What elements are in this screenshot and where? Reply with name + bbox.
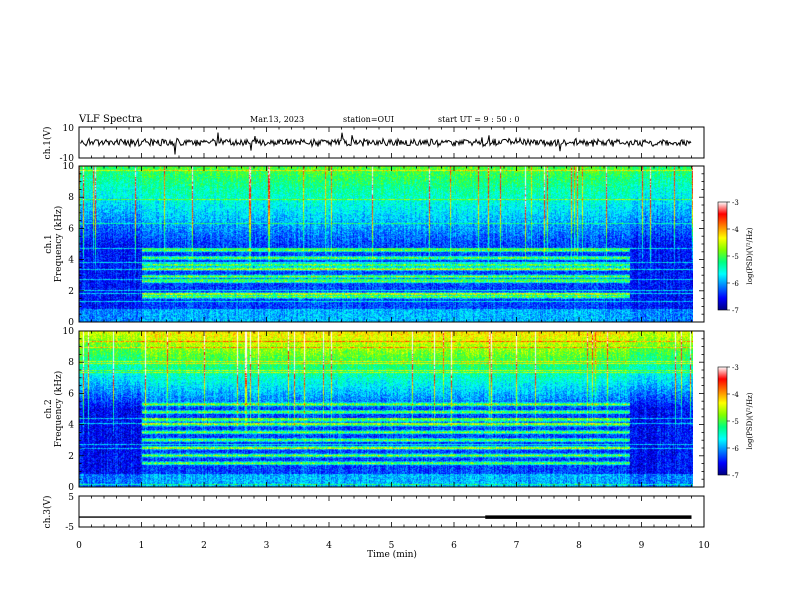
time-tick-label: 4 (326, 541, 332, 551)
colorbar-tick-label: -4 (732, 226, 739, 234)
ch1-waveform-xticks (78, 127, 705, 158)
ch1-colorbar: -3 -4 -5 -6 -7 log(PSD)(V²/Hz) (717, 199, 754, 315)
ch1-ylabel-channel: ch.1 (44, 234, 54, 253)
freq-tick-label: 8 (68, 358, 74, 368)
time-tick-label: 9 (639, 541, 645, 551)
ch2-colorbar-label: log(PSD)(V²/Hz) (746, 392, 754, 449)
date-label: Mar.13, 2023 (250, 115, 304, 124)
ch2-spectrogram-image (79, 331, 693, 487)
ch2-spectrogram-xticks (78, 331, 705, 487)
colorbar-tick-label: -7 (732, 472, 739, 480)
ch1-spectrogram-image (79, 166, 693, 322)
time-tick-label: 5 (389, 541, 395, 551)
freq-tick-label: 10 (63, 327, 75, 337)
time-tick-label: 0 (76, 541, 82, 551)
colorbar-tick-label: -7 (732, 307, 739, 315)
ch3-ytick-bottom: -5 (65, 523, 74, 533)
time-tick-label: 3 (264, 541, 270, 551)
freq-tick-label: 0 (68, 318, 74, 328)
colorbar-tick-label: -6 (732, 280, 739, 288)
colorbar-tick-label: -6 (732, 445, 739, 453)
time-axis-tick-labels: 0 1 2 3 4 5 6 7 8 9 10 (76, 541, 710, 551)
time-tick-label: 6 (451, 541, 457, 551)
freq-tick-label: 2 (68, 452, 74, 462)
time-tick-label: 8 (576, 541, 582, 551)
ch2-freq-yticks: 0 2 4 6 8 10 (63, 327, 704, 493)
colorbar-tick-label: -3 (732, 199, 739, 207)
figure-title: VLF Spectra (78, 114, 143, 125)
colorbar-tick-label: -3 (732, 364, 739, 372)
ch1-waveform-panel: 10 -10 ch.1(V) (42, 124, 705, 164)
time-tick-label: 2 (201, 541, 207, 551)
colorbar-tick-label: -5 (732, 253, 739, 261)
time-tick-label: 7 (514, 541, 520, 551)
ch2-ylabel-channel: ch.2 (44, 399, 54, 418)
freq-tick-label: 4 (68, 421, 74, 431)
colorbar-tick-label: -4 (732, 391, 739, 399)
ch1-waveform-ylabel: ch.1(V) (42, 127, 53, 160)
ch3-ytick-top: 5 (68, 493, 74, 503)
ch3-voltage-panel: 5 -5 ch.3(V) (42, 493, 705, 533)
freq-tick-label: 0 (68, 483, 74, 493)
ch1-colorbar-label: log(PSD)(V²/Hz) (746, 227, 754, 284)
station-label: station=OUI (343, 115, 394, 124)
ch3-voltage-ylabel: ch.3(V) (42, 496, 53, 529)
freq-tick-label: 8 (68, 193, 74, 203)
ch1-ylabel-frequency: Frequency (kHz) (53, 206, 64, 283)
time-axis-label: Time (min) (367, 549, 417, 560)
ch2-ylabel-frequency: Frequency (kHz) (53, 371, 64, 448)
ch1-spectrogram-panel: 0 2 4 6 8 10 ch.1 Frequency (kHz) (44, 162, 705, 328)
ch1-ytick-top: 10 (63, 124, 75, 134)
start-time-label: start UT = 9 : 50 : 0 (438, 115, 519, 124)
freq-tick-label: 10 (63, 162, 75, 172)
colorbar-tick-label: -5 (732, 418, 739, 426)
ch1-spectrogram-xticks (78, 166, 705, 322)
ch2-colorbar: -3 -4 -5 -6 -7 log(PSD)(V²/Hz) (717, 364, 754, 480)
ch1-waveform-trace (79, 132, 692, 155)
ch1-freq-yticks: 0 2 4 6 8 10 (63, 162, 704, 328)
ch1-ytick-bottom: -10 (60, 154, 75, 164)
freq-tick-label: 4 (68, 256, 74, 266)
time-tick-label: 10 (698, 541, 710, 551)
ch3-xticks (78, 496, 705, 527)
freq-tick-label: 6 (68, 389, 74, 399)
ch2-spectrogram-panel: 0 2 4 6 8 10 ch.2 Frequency (kHz) (44, 327, 705, 493)
freq-tick-label: 2 (68, 287, 74, 297)
time-tick-label: 1 (139, 541, 145, 551)
freq-tick-label: 6 (68, 224, 74, 234)
